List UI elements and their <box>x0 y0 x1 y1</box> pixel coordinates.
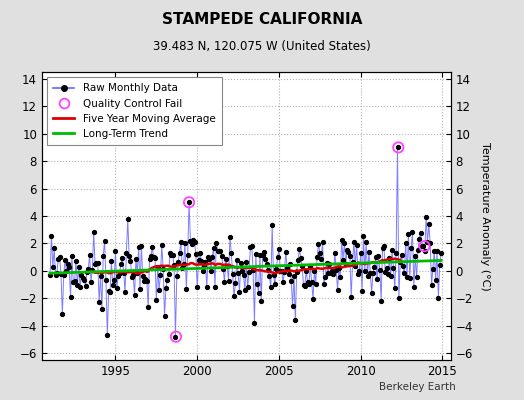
Text: STAMPEDE CALIFORNIA: STAMPEDE CALIFORNIA <box>162 12 362 27</box>
Y-axis label: Temperature Anomaly (°C): Temperature Anomaly (°C) <box>479 142 489 290</box>
Text: Berkeley Earth: Berkeley Earth <box>379 382 456 392</box>
Point <box>420 243 429 249</box>
Legend: Raw Monthly Data, Quality Control Fail, Five Year Moving Average, Long-Term Tren: Raw Monthly Data, Quality Control Fail, … <box>47 77 222 145</box>
Text: 39.483 N, 120.075 W (United States): 39.483 N, 120.075 W (United States) <box>153 40 371 53</box>
Point <box>394 144 402 151</box>
Point <box>172 334 180 340</box>
Point <box>185 199 193 206</box>
